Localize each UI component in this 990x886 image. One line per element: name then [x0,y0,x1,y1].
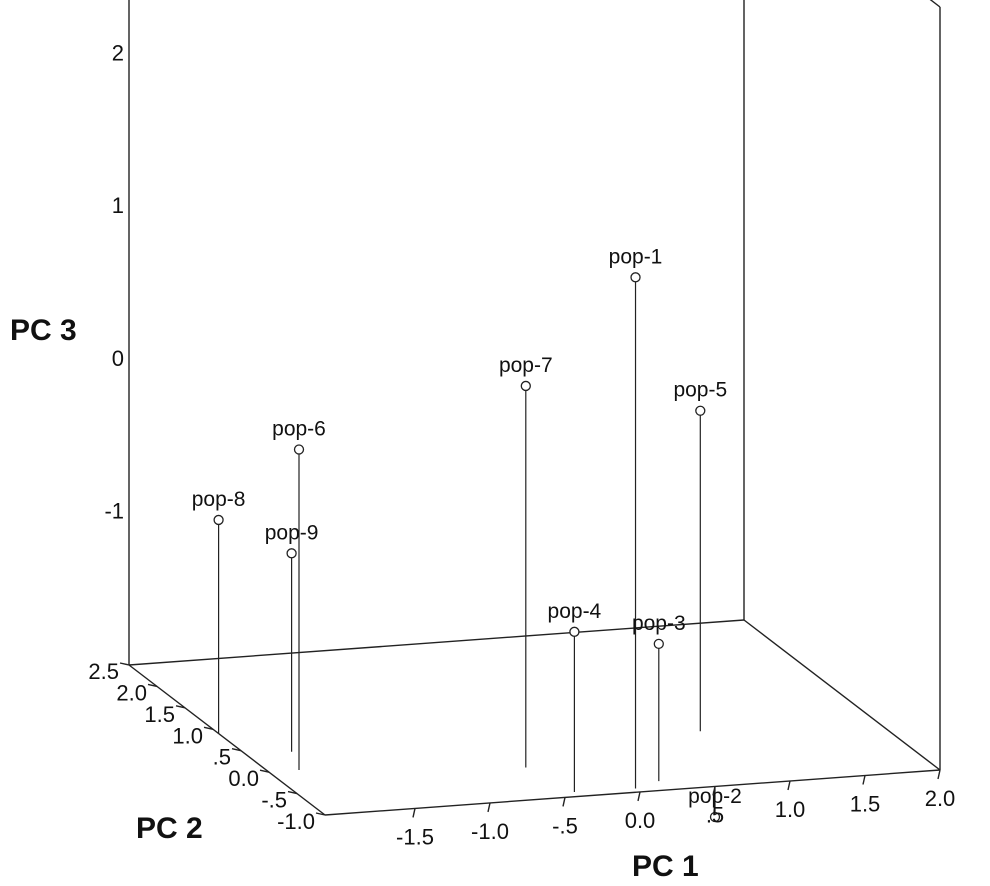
axis-ticks: -1.5 -1.0 -.5 0.0.5 1.0 1.5 2.0-1.0-.50.0.51.0… [88,41,956,850]
label-pop-2: pop-2 [688,785,742,808]
x-tick-label: 1.0 [775,797,806,822]
x-tick-label: 1.5 [850,791,881,816]
top-right-edge [929,0,941,8]
y-tick-label: 0.0 [228,766,259,791]
y-tick-label: -.5 [261,788,287,813]
y-tick-label: 1.0 [172,723,203,748]
z-tick-label: 1 [112,193,124,218]
label-pop-3: pop-3 [632,612,686,635]
z-axis-title: PC 3 [10,314,77,347]
x-tick-label: -1.0 [471,819,509,844]
label-pop-9: pop-9 [265,521,319,544]
y-tick-mark [203,726,214,730]
floor-right-edge [743,619,941,771]
floor-back-edge [128,619,745,666]
y-tick-mark [231,748,242,752]
label-pop-4: pop-4 [548,600,602,623]
x-tick-mark [862,775,866,785]
x-tick-label: -1.5 [396,824,434,849]
y-tick-mark [259,769,270,773]
y-tick-label: 1.5 [144,702,175,727]
z-tick-label: 2 [112,41,124,66]
label-pop-5: pop-5 [673,379,727,402]
y-tick-mark [119,662,130,666]
label-pop-6: pop-6 [272,417,326,440]
z-tick-label: 0 [112,346,124,371]
x-tick-label: 0.0 [625,808,656,833]
point-pop-6 [293,444,305,455]
y-tick-mark [315,812,326,816]
x-axis-title: PC 1 [632,850,699,883]
label-pop-7: pop-7 [499,354,553,377]
y-axis-title: PC 2 [136,812,203,845]
y-tick-label: -1.0 [277,809,315,834]
point-pop-8 [213,514,224,526]
point-pop-4 [569,626,580,637]
label-pop-1: pop-1 [609,245,663,268]
x-tick-mark [487,802,491,813]
label-pop-8: pop-8 [192,488,246,511]
x-tick-mark [637,791,641,802]
point-pop-5 [695,405,706,416]
y-tick-mark [147,683,158,688]
floor-left-edge [128,664,326,816]
x-tick-label: -.5 [552,813,578,838]
y-tick-mark [175,705,186,709]
data-stems [218,277,716,817]
floor-front-edge [324,769,941,816]
x-tick-mark [562,797,566,807]
y-tick-label: .5 [213,745,231,770]
x-tick-mark [937,769,941,780]
point-pop-3 [653,638,664,649]
y-tick-label: 2.5 [88,659,119,684]
plot-box-frame [128,0,941,816]
point-pop-9 [286,548,297,559]
x-tick-mark [412,808,416,818]
point-pop-1 [630,272,641,283]
x-tick-mark [787,780,791,791]
z-tick-label: -1 [104,498,124,523]
x-tick-label: 2.0 [925,786,956,811]
data-points: pop-1 pop-2 pop-3 pop-4 pop-5 pop-6 pop-7 pop-8… [192,245,742,823]
point-pop-2 [709,811,721,823]
x-tick-label: .5 [706,802,724,827]
x-tick-mark [712,786,716,796]
y-tick-label: 2.0 [116,680,147,705]
y-tick-mark [287,790,298,795]
point-pop-7 [520,380,531,392]
